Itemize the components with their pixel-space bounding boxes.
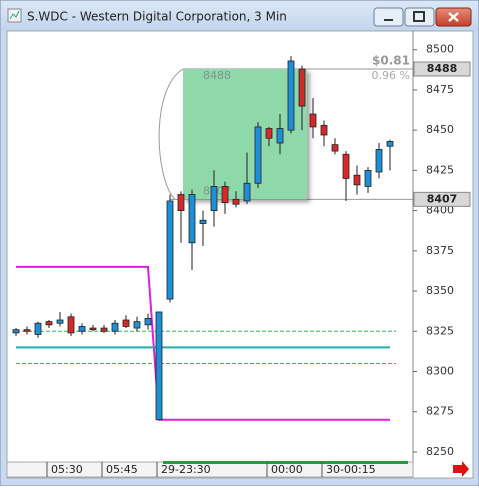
y-tick-label: 8325: [426, 324, 454, 337]
app-icon-glyph: [9, 10, 20, 20]
candle-body: [199, 219, 207, 224]
candle-body: [386, 141, 394, 147]
measure-box: [183, 69, 307, 200]
maximize-button[interactable]: [404, 7, 435, 27]
candle-body: [221, 186, 229, 203]
candle-body: [12, 329, 20, 334]
candle-body: [23, 329, 31, 332]
candle-body: [56, 319, 64, 324]
y-tick-label: 8400: [426, 204, 454, 217]
y-tick-label: 8475: [426, 83, 454, 96]
candle-body: [276, 128, 284, 144]
measure-change: $0.81: [372, 54, 410, 68]
price-tag-label: 8407: [427, 192, 458, 205]
candle-body: [78, 326, 86, 332]
price-tag: [413, 61, 471, 77]
scroll-indicator: [163, 461, 408, 464]
candle-body: [232, 198, 240, 205]
candle-body: [133, 321, 141, 329]
x-tick-label: 05:45: [106, 463, 138, 476]
price-tag-label: 8488: [427, 62, 458, 75]
y-tick-label: 8450: [426, 123, 454, 136]
window-title: S.WDC - Western Digital Corporation, 3 M…: [27, 10, 287, 24]
x-tick-label: 00:00: [271, 463, 303, 476]
minimize-button[interactable]: [373, 7, 404, 27]
candle-body: [45, 321, 53, 326]
candle-body: [309, 113, 317, 128]
candle-body: [210, 186, 218, 212]
candle-body: [243, 182, 251, 202]
price-tag: [413, 191, 471, 207]
y-tick-label: 8425: [426, 163, 454, 176]
measure-high-label: 8488: [203, 69, 231, 82]
minimize-glyph: [384, 19, 393, 21]
measure-percent: 0.96 %: [372, 69, 410, 82]
candle-body: [166, 200, 174, 300]
x-tick-label: 05:30: [51, 463, 83, 476]
candle-body: [89, 327, 97, 331]
candle-body: [342, 153, 350, 179]
candle-body: [122, 319, 130, 327]
candle-body: [287, 60, 295, 131]
y-tick-label: 8275: [426, 405, 454, 418]
y-tick-label: 8350: [426, 284, 454, 297]
candle-body: [364, 169, 372, 187]
candle-body: [188, 194, 196, 244]
candle-body: [320, 124, 328, 136]
candle-body: [265, 128, 273, 139]
candle-body: [331, 144, 339, 152]
candle-body: [100, 327, 108, 332]
y-tick-label: 8500: [426, 43, 454, 56]
candle-body: [111, 322, 119, 332]
measure-arc: [158, 68, 184, 200]
candle-body: [177, 194, 185, 212]
y-tick-label: 8250: [426, 445, 454, 458]
candle-body: [34, 322, 42, 335]
candle-body: [298, 68, 306, 107]
y-tick-label: 8300: [426, 365, 454, 378]
maximize-glyph: [413, 11, 425, 22]
overlay-line: [16, 265, 390, 421]
x-tick-label: 30-00:15: [326, 463, 376, 476]
candle-body: [67, 316, 75, 334]
candle-body: [254, 126, 262, 184]
candle-body: [155, 311, 163, 421]
close-glyph: [448, 12, 459, 22]
candle-body: [353, 174, 361, 186]
candle-body: [144, 318, 152, 326]
y-tick-label: 8375: [426, 244, 454, 257]
scroll-arrow[interactable]: [453, 461, 469, 477]
candle-body: [375, 149, 383, 173]
x-tick-label: 29-23:30: [161, 463, 211, 476]
